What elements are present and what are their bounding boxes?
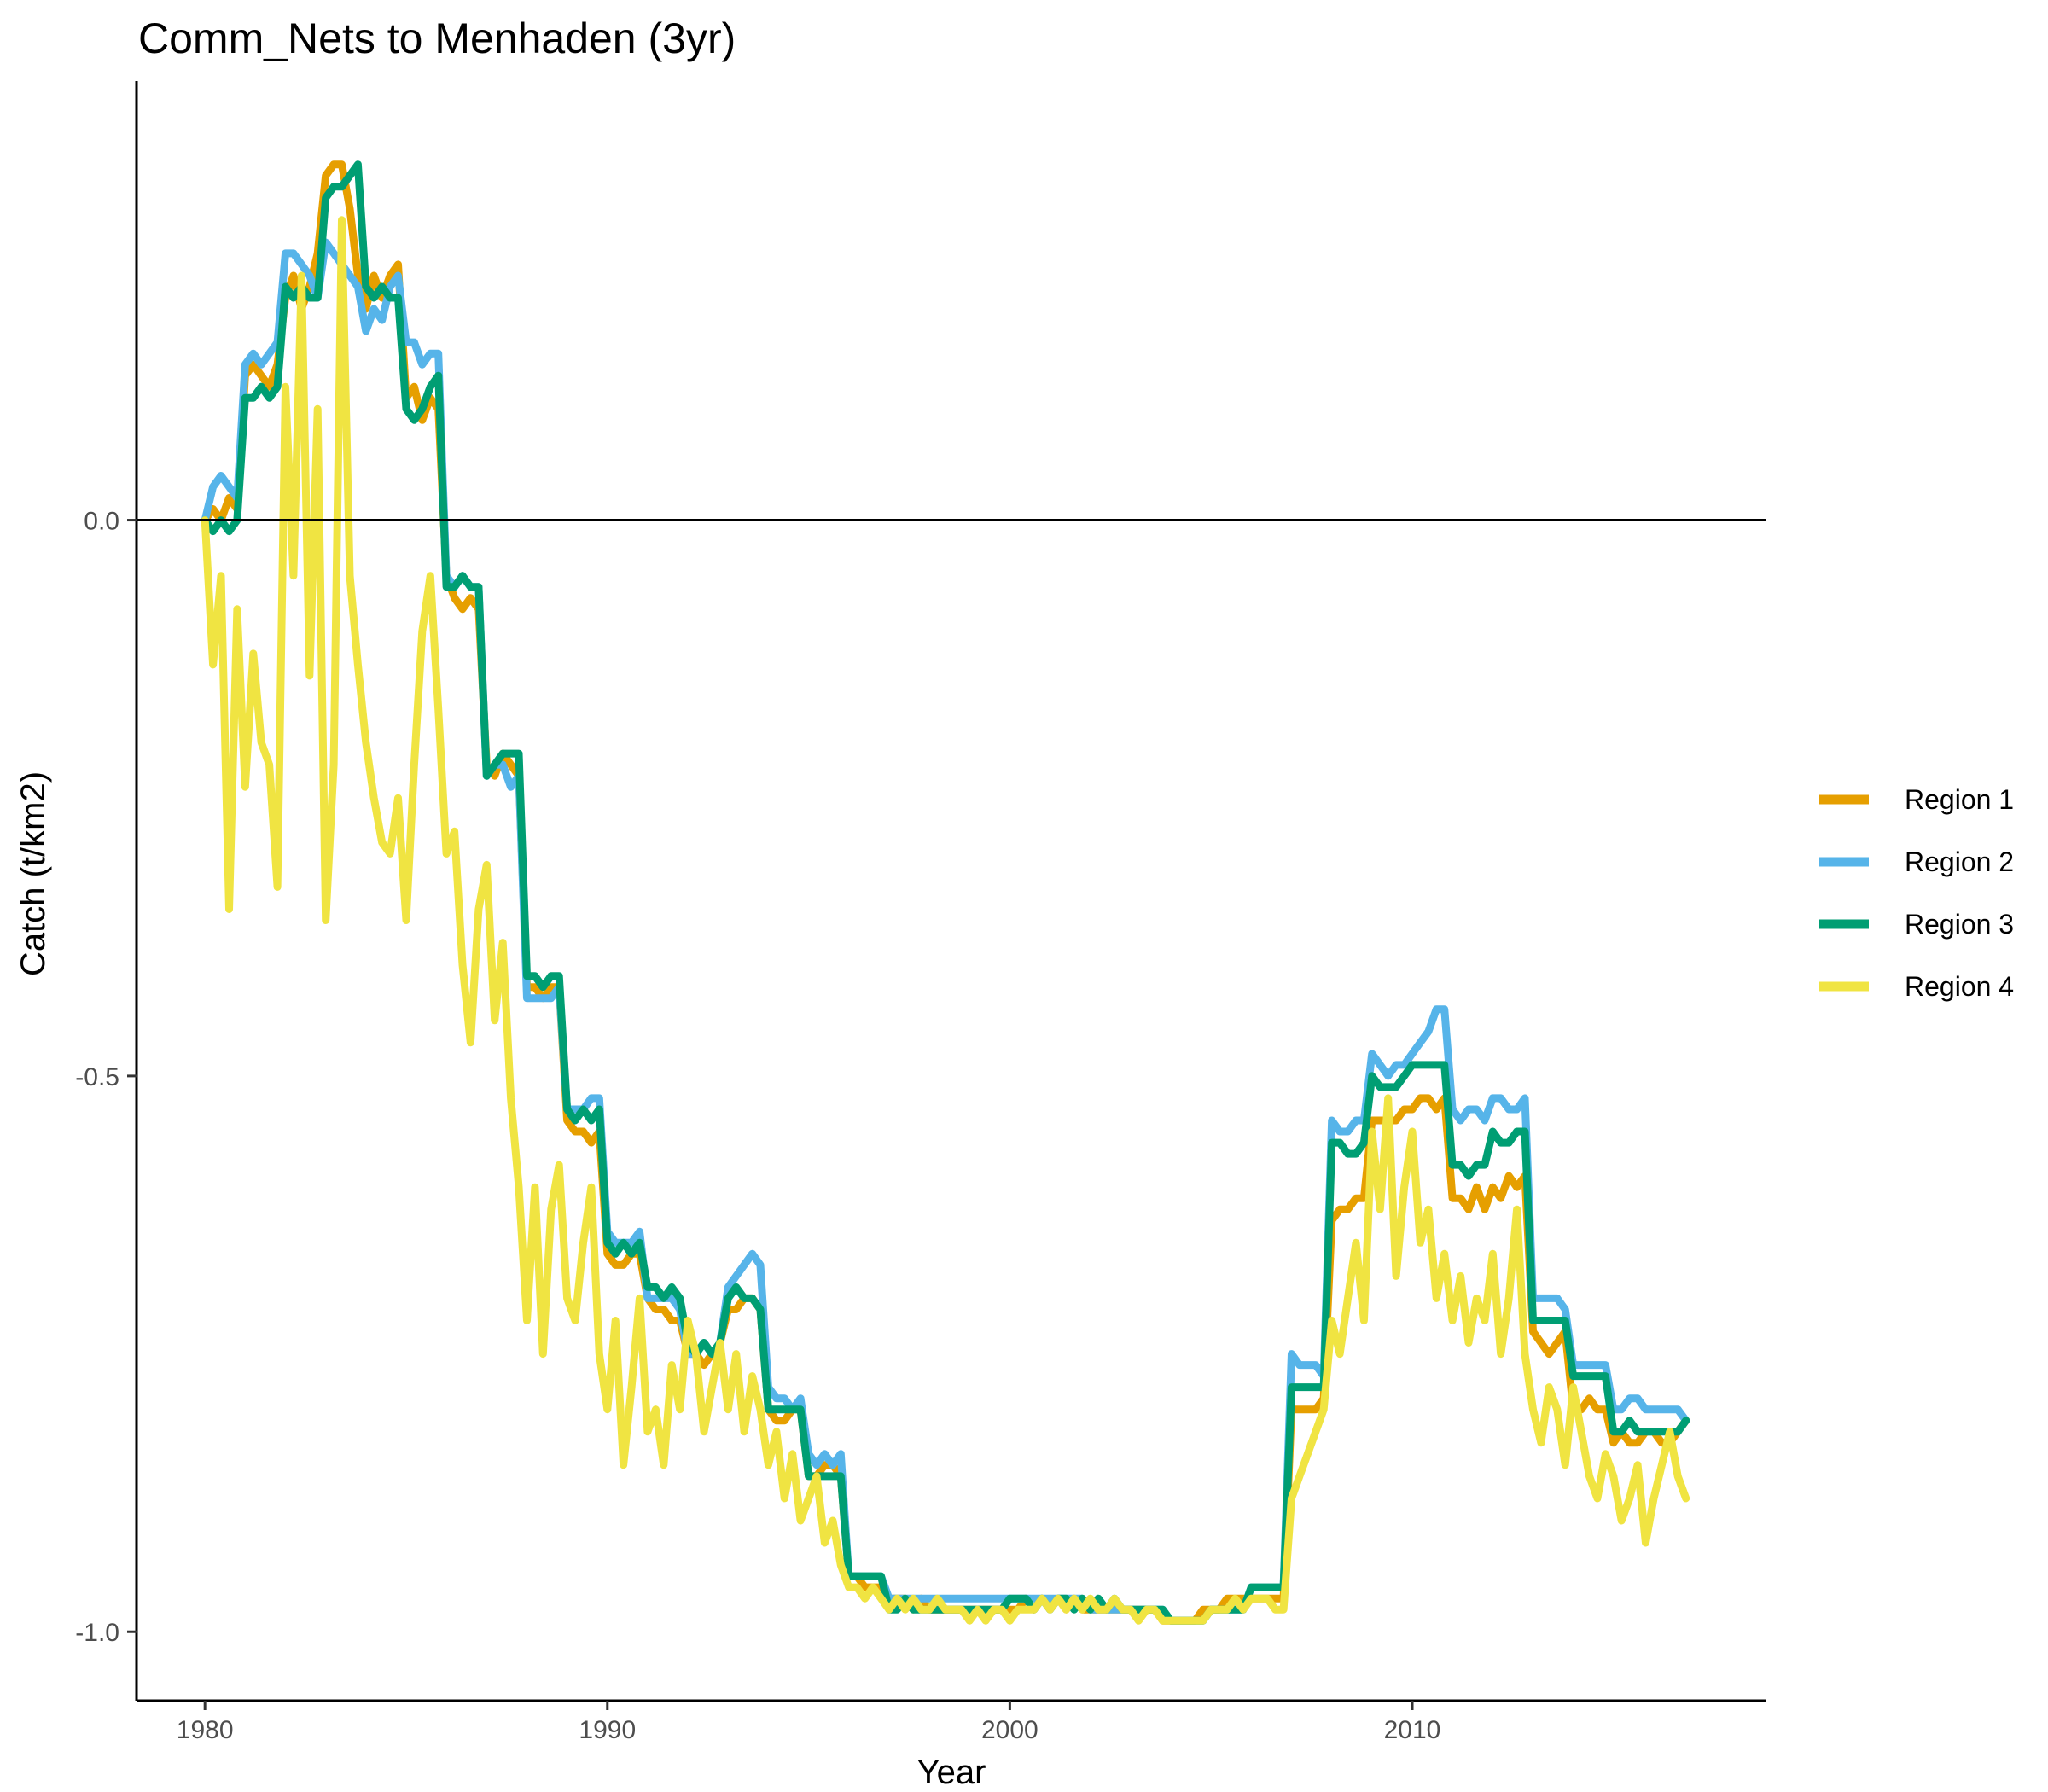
legend: Region 1 Region 2 Region 3 Region 4 bbox=[1819, 784, 2014, 1002]
y-axis-ticks: -1.0 -0.5 0.0 bbox=[75, 508, 137, 1647]
series-line-region-1 bbox=[201, 160, 1690, 1625]
series-line-region-4 bbox=[201, 216, 1690, 1625]
legend-label-region-2: Region 2 bbox=[1905, 847, 2014, 877]
legend-label-region-4: Region 4 bbox=[1905, 971, 2014, 1002]
y-tick-label: -0.5 bbox=[75, 1063, 119, 1091]
y-tick-label: 0.0 bbox=[84, 508, 119, 536]
series-line-region-3 bbox=[201, 160, 1690, 1625]
series-layer bbox=[201, 160, 1690, 1625]
x-tick-label: 1980 bbox=[177, 1716, 234, 1744]
x-axis-title: Year bbox=[917, 1754, 986, 1791]
x-tick-label: 2010 bbox=[1384, 1716, 1441, 1744]
legend-label-region-1: Region 1 bbox=[1905, 784, 2014, 815]
y-axis-title: Catch (t/km2) bbox=[15, 771, 52, 976]
legend-label-region-3: Region 3 bbox=[1905, 909, 2014, 940]
x-axis-ticks: 1980 1990 2000 2010 bbox=[177, 1701, 1441, 1744]
series-line-region-2 bbox=[201, 238, 1690, 1625]
y-tick-label: -1.0 bbox=[75, 1619, 119, 1647]
x-tick-label: 2000 bbox=[981, 1716, 1039, 1744]
x-tick-label: 1990 bbox=[579, 1716, 636, 1744]
chart-title: Comm_Nets to Menhaden (3yr) bbox=[138, 15, 736, 62]
plot-area bbox=[135, 81, 1766, 1702]
